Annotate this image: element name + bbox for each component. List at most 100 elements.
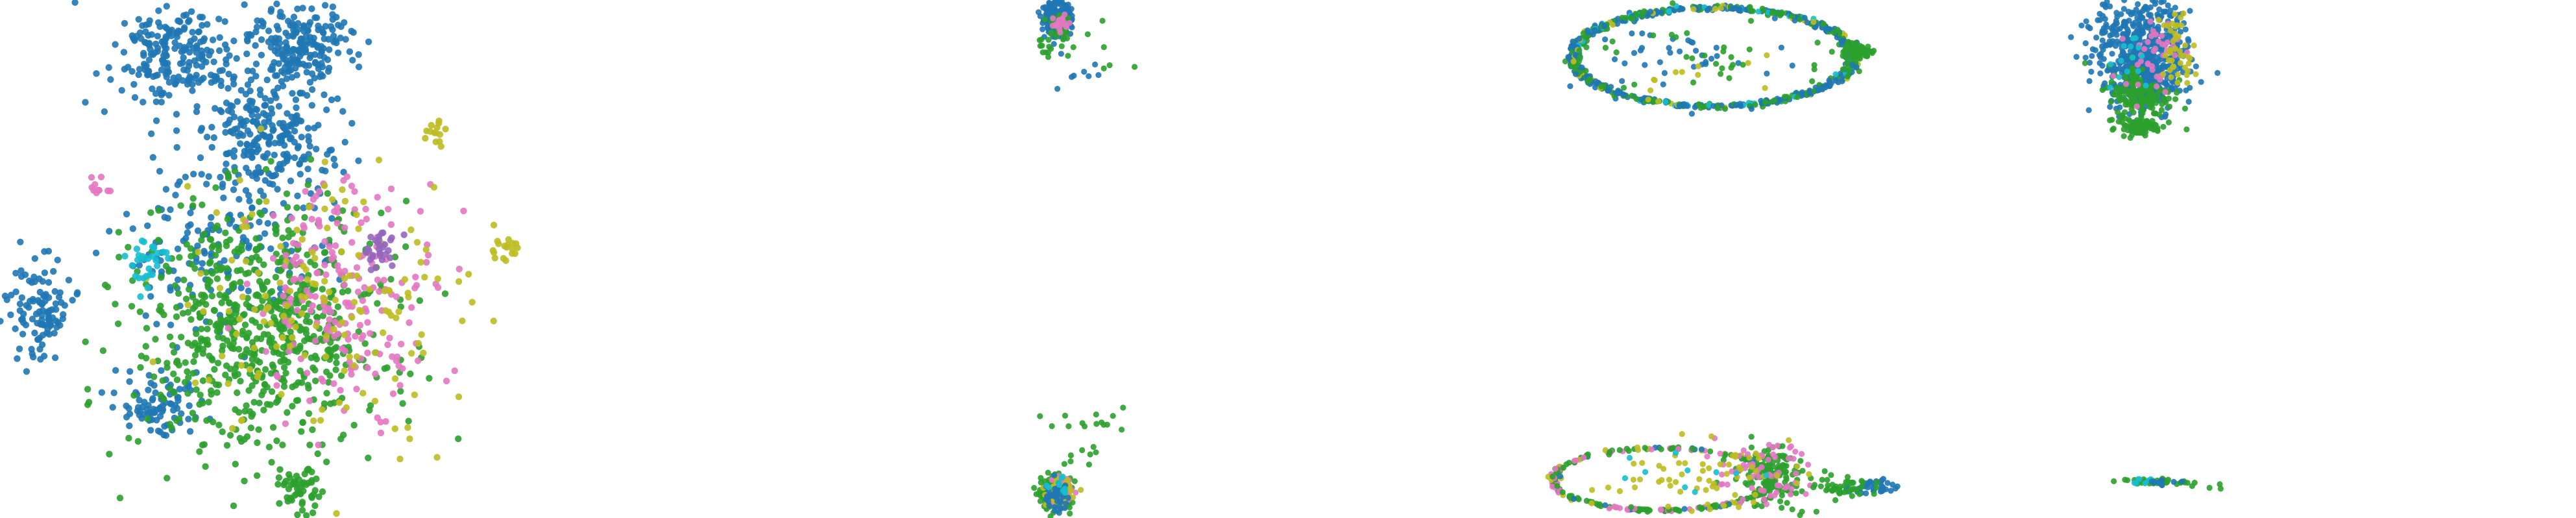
scatter-point-blue <box>208 123 215 131</box>
scatter-point-green <box>138 352 145 360</box>
scatter-point-green <box>1045 54 1052 60</box>
scatter-point-pink <box>1059 15 1066 21</box>
scatter-point-blue <box>305 21 313 29</box>
scatter-point-cyan <box>1763 472 1769 478</box>
scatter-point-blue <box>2183 87 2189 93</box>
scatter-point-olive <box>465 271 472 278</box>
scatter-point-olive <box>417 258 424 266</box>
scatter-point-green <box>308 493 315 500</box>
scatter-point-blue <box>337 23 345 31</box>
scatter-point-green <box>301 337 308 345</box>
scatter-point-blue <box>1051 493 1058 500</box>
scatter-point-green <box>226 432 234 439</box>
scatter-point-pink <box>330 380 337 388</box>
scatter-point-green <box>199 201 206 208</box>
scatter-point-blue <box>65 277 73 284</box>
scatter-point-green <box>284 358 292 366</box>
scatter-point-blue <box>320 29 327 36</box>
scatter-point-green <box>232 372 239 380</box>
scatter-point-olive <box>1706 465 1712 471</box>
scatter-point-blue <box>139 22 146 29</box>
scatter-point-green <box>253 472 261 479</box>
scatter-point-green <box>273 227 280 234</box>
scatter-point-green <box>1769 481 1775 487</box>
scatter-point-green <box>262 166 270 173</box>
scatter-point-blue <box>348 119 356 127</box>
scatter-point-olive <box>350 362 358 369</box>
scatter-point-blue <box>329 3 337 10</box>
scatter-point-olive <box>366 286 373 293</box>
scatter-point-blue <box>126 422 133 430</box>
scatter-point-green <box>1760 480 1767 486</box>
scatter-point-blue <box>2109 51 2115 57</box>
scatter-point-green <box>230 339 237 347</box>
scatter-point-green <box>221 294 228 301</box>
scatter-point-blue <box>267 8 274 15</box>
scatter-point-blue <box>217 106 224 114</box>
scatter-point-blue <box>2185 36 2191 42</box>
scatter-point-blue <box>289 90 296 97</box>
scatter-point-green <box>330 399 338 406</box>
scatter-point-blue <box>1621 92 1627 98</box>
scatter-point-blue <box>1051 504 1058 510</box>
scatter-point-blue <box>158 99 165 106</box>
scatter-point-olive <box>1639 460 1646 466</box>
scatter-point-green <box>269 424 277 431</box>
scatter-point-blue <box>40 321 47 328</box>
scatter-point-blue <box>2078 22 2085 29</box>
scatter-point-pink <box>334 208 341 216</box>
scatter-point-olive <box>1714 485 1720 491</box>
scatter-point-olive <box>1732 452 1739 459</box>
scatter-point-olive <box>236 315 243 323</box>
scatter-point-green <box>402 197 410 204</box>
scatter-point-purple <box>372 264 379 271</box>
scatter-point-blue <box>12 288 19 295</box>
scatter-point-blue <box>1051 472 1058 479</box>
scatter-point-olive <box>490 317 497 325</box>
scatter-point-olive <box>309 249 316 256</box>
scatter-point-green <box>226 236 234 243</box>
scatter-point-blue <box>287 66 295 74</box>
scatter-point-olive <box>385 308 393 315</box>
scatter-point-blue <box>268 110 276 117</box>
scatter-point-green <box>231 167 239 175</box>
scatter-point-green <box>293 481 300 488</box>
scatter-point-cyan <box>1684 467 1691 474</box>
scatter-point-blue <box>163 3 170 10</box>
scatter-point-blue <box>32 310 40 317</box>
scatter-point-blue <box>174 394 181 401</box>
scatter-point-green <box>455 435 462 443</box>
scatter-point-olive <box>346 353 353 360</box>
scatter-point-green <box>1797 458 1804 464</box>
scatter-point-pink <box>1581 454 1587 461</box>
scatter-point-blue <box>45 278 53 286</box>
scatter-point-olive <box>321 297 328 305</box>
scatter-point-blue <box>145 69 152 76</box>
scatter-point-blue <box>92 249 100 256</box>
scatter-point-green <box>159 377 166 384</box>
scatter-point-blue <box>203 46 211 54</box>
scatter-point-blue <box>297 90 304 97</box>
scatter-point-olive <box>380 329 387 336</box>
scatter-point-olive <box>358 308 365 315</box>
scatter-point-cyan <box>140 275 147 282</box>
scatter-point-blue <box>167 206 174 214</box>
scatter-point-blue <box>206 51 213 59</box>
scatter-point-blue <box>173 29 181 36</box>
scatter-point-green <box>234 389 241 397</box>
scatter-point-blue <box>1614 90 1621 97</box>
scatter-point-blue <box>174 245 182 253</box>
scatter-point-blue <box>253 175 260 182</box>
scatter-point-blue <box>1567 83 1574 90</box>
scatter-point-pink <box>384 341 391 349</box>
scatter-point-blue <box>1592 78 1599 84</box>
scatter-point-green <box>268 388 276 395</box>
scatter-point-blue <box>136 66 143 73</box>
scatter-point-blue <box>247 76 255 84</box>
scatter-point-blue <box>221 257 228 264</box>
scatter-point-green <box>299 419 306 426</box>
scatter-point-olive <box>1695 63 1701 69</box>
scatter-point-green <box>152 336 159 343</box>
scatter-point-green <box>217 315 225 323</box>
scatter-point-olive <box>428 121 435 129</box>
